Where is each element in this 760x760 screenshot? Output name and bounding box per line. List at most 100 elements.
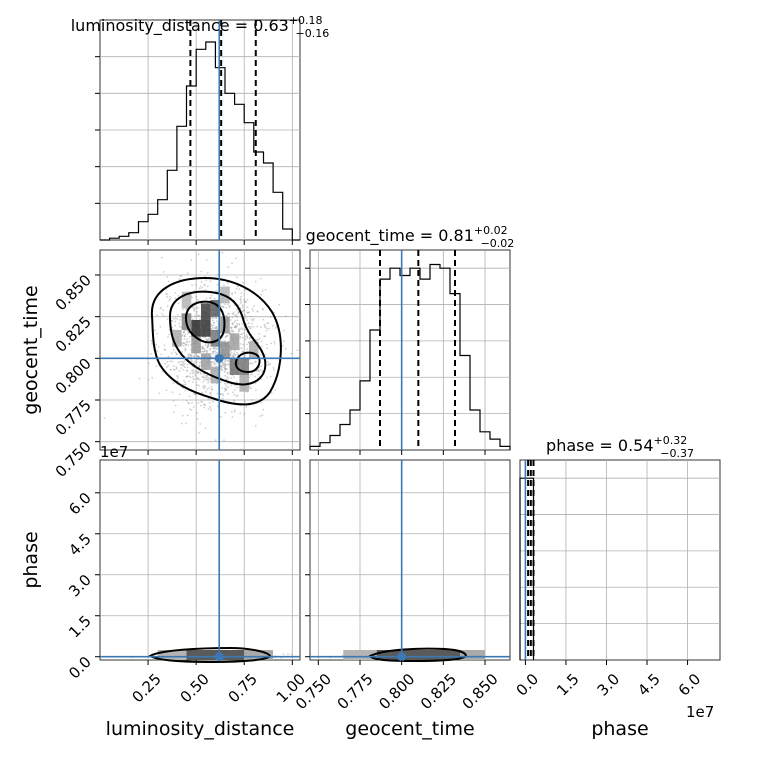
scatter-point <box>183 360 186 362</box>
scatter-point <box>258 333 260 335</box>
gt-ld-ytick-label-4: 0.850 <box>52 271 95 314</box>
scatter-point <box>235 316 238 318</box>
scatter-point <box>232 354 235 357</box>
density-cell-17 <box>181 291 192 309</box>
scatter-point <box>216 283 219 286</box>
scatter-point <box>248 358 251 361</box>
scatter-point <box>210 364 213 366</box>
scatter-point <box>274 342 276 345</box>
scatter-point <box>223 439 225 441</box>
scatter-point <box>208 401 211 404</box>
scatter-point <box>166 295 169 298</box>
scatter-point <box>194 354 197 357</box>
scatter-point <box>198 384 201 387</box>
scatter-point <box>226 334 229 337</box>
scatter-point <box>188 335 191 338</box>
scatter-point <box>211 388 213 391</box>
scatter-point <box>248 327 251 329</box>
scatter-point <box>272 367 275 369</box>
scatter-point <box>151 342 153 345</box>
scatter-point <box>183 338 186 340</box>
scatter-point <box>189 354 192 357</box>
scatter-point <box>259 277 262 280</box>
scatter-point <box>237 330 240 333</box>
histogram-layer <box>100 41 535 660</box>
scatter-point <box>166 318 169 320</box>
scatter-point <box>203 378 206 381</box>
scatter-point <box>194 315 196 318</box>
scatter-point <box>179 361 182 363</box>
scatter-point <box>228 306 231 309</box>
scatter-point <box>186 366 189 369</box>
scatter-point <box>201 401 204 403</box>
scatter-point <box>202 347 204 350</box>
scatter-point <box>251 373 254 376</box>
scatter-point <box>248 311 251 314</box>
scatter-point <box>216 351 219 354</box>
scatter-point <box>211 324 214 327</box>
scatter-point <box>266 322 269 325</box>
scatter-point <box>215 325 218 328</box>
scatter-point <box>195 295 198 298</box>
scatter-point <box>189 372 192 375</box>
scatter-point <box>216 405 219 408</box>
scatter-point <box>180 364 183 366</box>
scatter-point <box>196 371 199 374</box>
scatter-point <box>227 392 229 395</box>
scatter-point <box>183 379 185 382</box>
scatter-point <box>249 337 252 340</box>
scatter-point <box>206 346 209 349</box>
scatter-point <box>185 348 187 351</box>
xlabel-phase: phase <box>591 718 648 740</box>
scatter-point <box>196 412 199 414</box>
scatter-point <box>234 319 237 322</box>
scatter-point <box>225 388 228 391</box>
scatter-point <box>196 299 199 301</box>
scatter-point <box>221 251 224 254</box>
scatter-point <box>237 311 240 313</box>
scatter-point <box>186 369 188 372</box>
scatter-point <box>231 313 234 315</box>
scatter-point <box>238 323 240 325</box>
scatter-point <box>267 322 270 324</box>
scatter-point <box>177 294 180 297</box>
scatter-point <box>159 307 162 310</box>
scatter-point <box>193 360 196 363</box>
scatter-point <box>245 335 247 338</box>
scatter-point <box>150 353 153 355</box>
scatter-point <box>225 335 227 338</box>
density-cell-0 <box>191 320 201 337</box>
scatter-point <box>232 391 234 394</box>
scatter-point <box>250 318 253 321</box>
scatter-point <box>235 351 238 354</box>
scatter-point <box>201 376 204 378</box>
scatter-point <box>224 382 226 385</box>
scatter-point <box>212 347 215 350</box>
scatter-point <box>202 345 205 348</box>
scatter-point <box>259 368 262 371</box>
scatter-point <box>261 308 264 310</box>
scatter-point <box>199 361 201 364</box>
scatter-point <box>199 285 202 288</box>
truth-point-gt-ld <box>214 353 224 363</box>
scatter-point <box>225 389 227 391</box>
scatter-point <box>207 345 210 348</box>
scatter-point <box>238 323 241 326</box>
scatter-point <box>215 362 218 364</box>
scatter-point <box>202 375 205 378</box>
scatter-point <box>210 353 213 355</box>
scatter-point <box>213 362 216 365</box>
scatter-point <box>182 342 184 345</box>
scatter-point <box>207 382 210 384</box>
scatter-point <box>177 302 180 305</box>
scatter-point <box>192 377 195 380</box>
scatter-point <box>267 363 270 366</box>
scatter-point <box>257 373 260 376</box>
scatter-point <box>187 402 190 404</box>
scatter-point <box>189 408 192 410</box>
scatter-point <box>256 339 258 342</box>
scatter-point <box>224 411 227 414</box>
scatter-point <box>243 309 246 312</box>
scatter-point <box>174 404 177 407</box>
scatter-point <box>197 315 200 317</box>
